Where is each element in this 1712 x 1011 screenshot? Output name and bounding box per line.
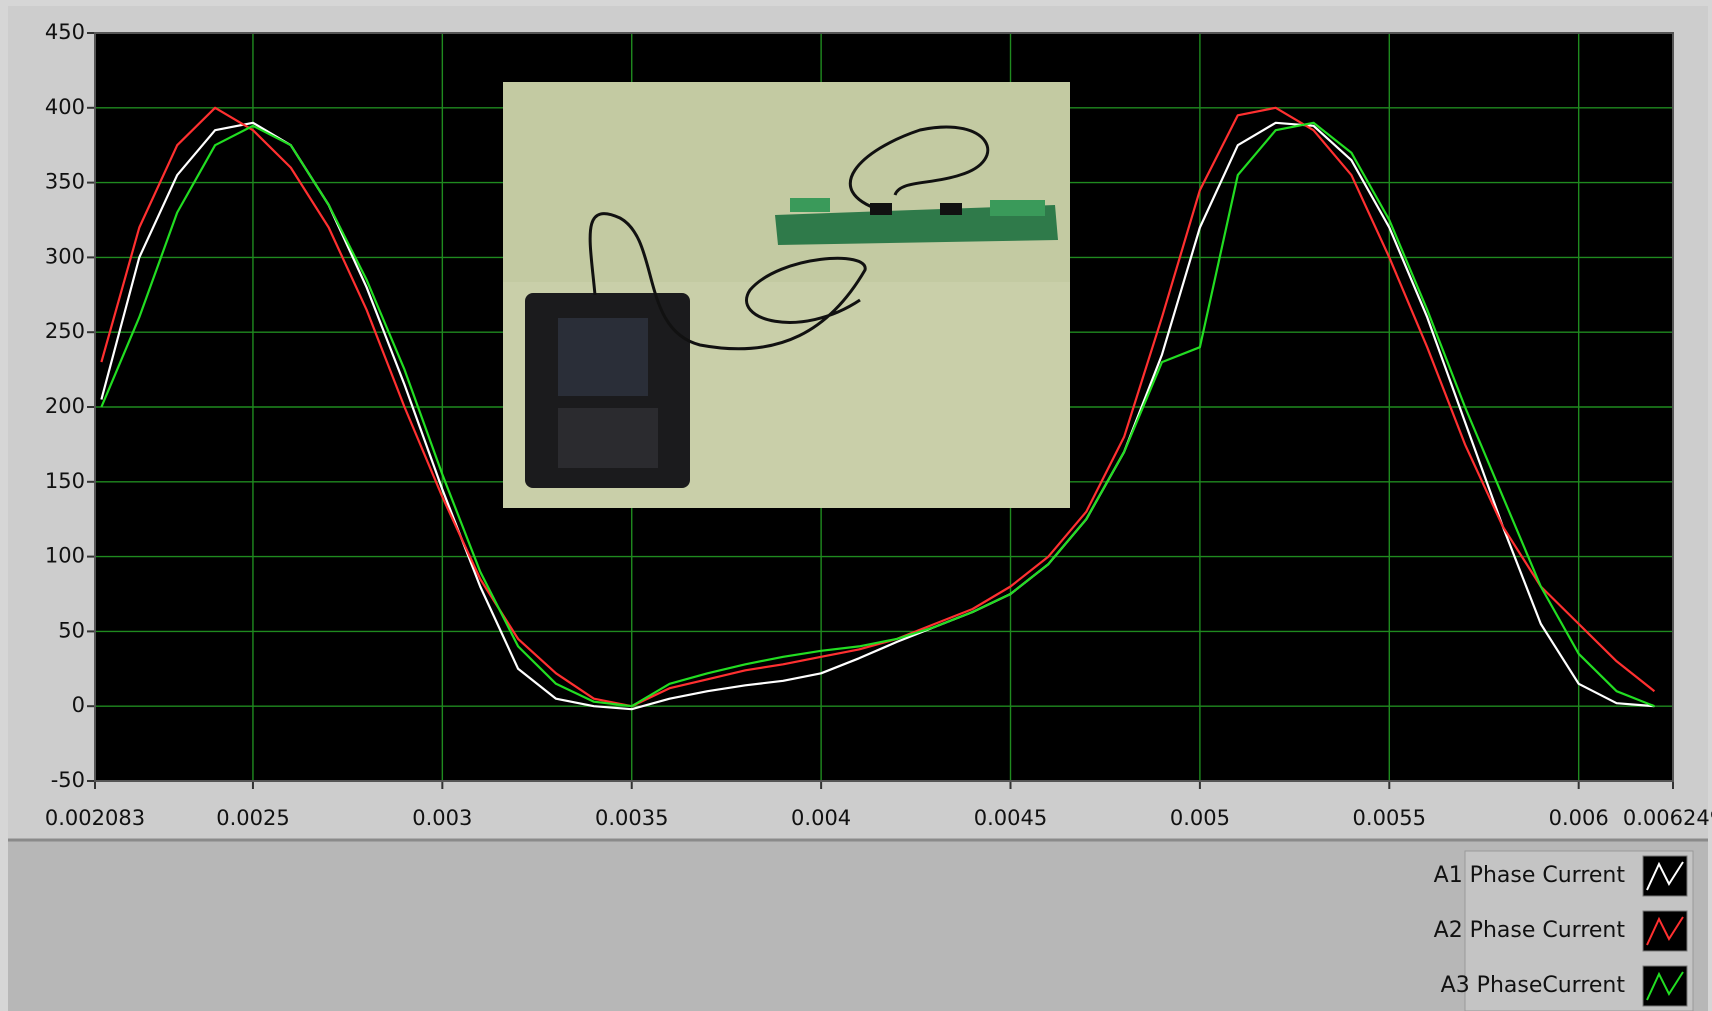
x-tick-label: 0.006249 [1623,806,1712,830]
y-tick-label: 350 [45,170,85,194]
y-tick-label: 450 [45,20,85,44]
inset-photo [503,82,1070,508]
x-tick-label: 0.0025 [216,806,289,830]
legend-label: A2 Phase Current [1434,918,1626,943]
x-tick-label: 0.005 [1170,806,1230,830]
x-tick-label: 0.0055 [1353,806,1426,830]
x-tick-label: 0.002083 [45,806,145,830]
x-tick-label: 0.006 [1549,806,1609,830]
photo-shade [503,82,1070,282]
legend-label: A3 PhaseCurrent [1441,973,1626,998]
y-tick-label: 150 [45,469,85,493]
connector [940,203,962,215]
x-tick-label: 0.004 [791,806,851,830]
y-tick-label: 0 [72,693,85,717]
y-tick-label: 300 [45,244,85,268]
plot-layer: -50 0 50 100 150 200 250 300 350 400 450 0.002083 0.… [45,20,1712,830]
terminal-block [990,200,1045,216]
y-tick-label: 250 [45,319,85,343]
y-tick-label: -50 [51,768,85,792]
page: {"chart_data": { "type": "line", "x": [0… [0,0,1712,1011]
connector [870,203,892,215]
chart: -50 0 50 100 150 200 250 300 350 400 450 0.002083 0.… [0,0,1712,1011]
y-tick-label: 200 [45,394,85,418]
legend-label: A1 Phase Current [1434,863,1626,888]
y-tick-label: 100 [45,544,85,568]
oscilloscope-screen [558,318,648,396]
x-tick-label: 0.0045 [974,806,1047,830]
x-tick-label: 0.003 [412,806,472,830]
y-tick-label: 50 [58,618,85,642]
y-tick-label: 400 [45,95,85,119]
x-tick-label: 0.0035 [595,806,668,830]
oscilloscope-keys [558,408,658,468]
terminal-block [790,198,830,212]
